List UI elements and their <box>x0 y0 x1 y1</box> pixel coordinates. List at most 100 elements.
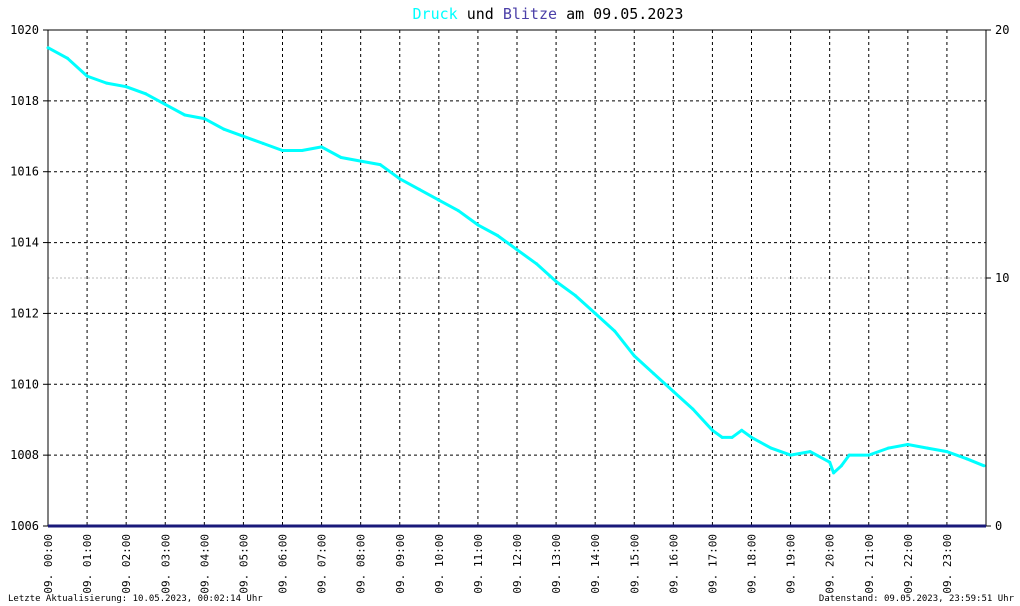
point-druck <box>222 127 226 131</box>
point-druck <box>124 85 128 89</box>
x-tick-label: 09. 12:00 <box>511 534 524 594</box>
y-right-tick-label: 10 <box>995 271 1009 285</box>
point-druck <box>85 74 89 78</box>
point-druck <box>398 177 402 181</box>
point-druck <box>202 117 206 121</box>
axes <box>43 29 991 527</box>
point-druck <box>886 446 890 450</box>
point-druck <box>46 46 50 50</box>
x-tick-label: 09. 00:00 <box>42 534 55 594</box>
x-tick-label: 09. 11:00 <box>472 534 485 594</box>
point-druck <box>769 446 773 450</box>
title-date: am 09.05.2023 <box>566 5 683 23</box>
point-druck <box>691 407 695 411</box>
x-tick-label: 09. 22:00 <box>902 534 915 594</box>
series-line-druck <box>47 46 985 475</box>
point-druck <box>593 311 597 315</box>
y-left-tick-label: 1006 <box>10 519 39 533</box>
grid <box>48 30 986 526</box>
point-druck <box>241 134 245 138</box>
point-druck <box>339 156 343 159</box>
x-tick-label: 09. 15:00 <box>628 534 641 594</box>
point-druck <box>476 223 480 227</box>
x-tick-label: 09. 05:00 <box>237 534 250 594</box>
title-series-druck: Druck <box>413 5 458 23</box>
point-druck <box>808 450 812 454</box>
data-timestamp-text: Datenstand: 09.05.2023, 23:59:51 Uhr <box>818 594 1014 604</box>
point-druck <box>456 209 460 213</box>
point-druck <box>496 234 499 237</box>
point-druck <box>574 294 578 298</box>
y-left-tick-label: 1008 <box>10 448 39 462</box>
x-tick-label: 09. 10:00 <box>433 534 446 594</box>
point-druck <box>867 453 871 457</box>
y-right-tick-label: 20 <box>995 23 1009 37</box>
point-druck <box>720 435 724 439</box>
x-tick-label: 09. 09:00 <box>394 534 407 594</box>
point-druck <box>740 428 744 432</box>
point-druck <box>750 435 753 439</box>
point-druck <box>847 453 851 457</box>
point-druck <box>828 460 832 464</box>
x-tick-label: 09. 02:00 <box>120 534 133 594</box>
point-druck <box>832 471 836 475</box>
x-tick-label: 09. 07:00 <box>316 534 329 594</box>
x-tick-label: 09. 04:00 <box>198 534 211 594</box>
tick-labels: 1020 1018 1016 1014 1012 1010 1008 1006 20 10 0 09.… <box>10 23 1009 594</box>
x-tick-label: 09. 03:00 <box>159 534 172 594</box>
point-druck <box>261 141 265 145</box>
x-tick-label: 09. 18:00 <box>746 534 759 594</box>
x-tick-label: 09. 06:00 <box>277 534 290 594</box>
point-druck <box>437 198 441 202</box>
x-tick-label: 09. 19:00 <box>785 534 798 594</box>
point-druck <box>417 187 421 191</box>
point-druck <box>554 280 558 283</box>
point-druck <box>105 81 109 85</box>
chart-title: Druck und Blitze am 09.05.2023 <box>413 5 684 23</box>
point-druck <box>906 443 910 446</box>
point-druck <box>710 428 714 432</box>
x-tick-label: 09. 08:00 <box>355 534 368 594</box>
point-druck <box>378 163 382 167</box>
y-left-tick-label: 1012 <box>10 306 39 320</box>
point-druck <box>613 329 617 333</box>
point-druck <box>789 453 793 457</box>
point-druck <box>163 102 167 106</box>
point-druck <box>839 464 843 468</box>
point-druck <box>320 145 324 149</box>
point-druck <box>965 457 968 461</box>
point-druck <box>281 149 284 152</box>
point-druck <box>925 446 929 450</box>
x-tick-label: 09. 21:00 <box>863 534 876 594</box>
x-tick-label: 09. 17:00 <box>706 534 719 594</box>
x-tick-label: 09. 20:00 <box>824 534 837 594</box>
y-left-tick-label: 1010 <box>10 377 39 391</box>
y-left-tick-label: 1014 <box>10 236 39 250</box>
last-update-text: Letzte Aktualisierung: 10.05.2023, 00:02… <box>8 594 263 604</box>
y-left-tick-label: 1018 <box>10 94 39 108</box>
y-right-tick-label: 0 <box>995 519 1002 533</box>
point-druck <box>183 113 187 117</box>
x-tick-label: 09. 01:00 <box>81 534 94 594</box>
y-left-tick-label: 1020 <box>10 23 39 37</box>
y-left-tick-label: 1016 <box>10 165 39 179</box>
point-druck <box>515 248 519 252</box>
point-druck <box>359 159 363 163</box>
title-und: und <box>467 5 494 23</box>
point-druck <box>652 372 656 376</box>
x-tick-label: 09. 13:00 <box>550 534 563 594</box>
point-druck <box>66 56 69 60</box>
point-druck <box>144 92 148 96</box>
point-druck <box>535 262 538 266</box>
title-series-blitze: Blitze <box>503 5 557 23</box>
x-tick-label: 09. 16:00 <box>667 534 680 594</box>
x-tick-label: 09. 14:00 <box>589 534 602 594</box>
point-druck <box>945 450 949 454</box>
point-druck <box>730 435 734 439</box>
point-druck <box>982 464 986 468</box>
x-tick-label: 09. 23:00 <box>941 534 954 594</box>
point-druck <box>632 354 636 358</box>
series <box>46 46 986 528</box>
point-druck <box>300 149 304 152</box>
